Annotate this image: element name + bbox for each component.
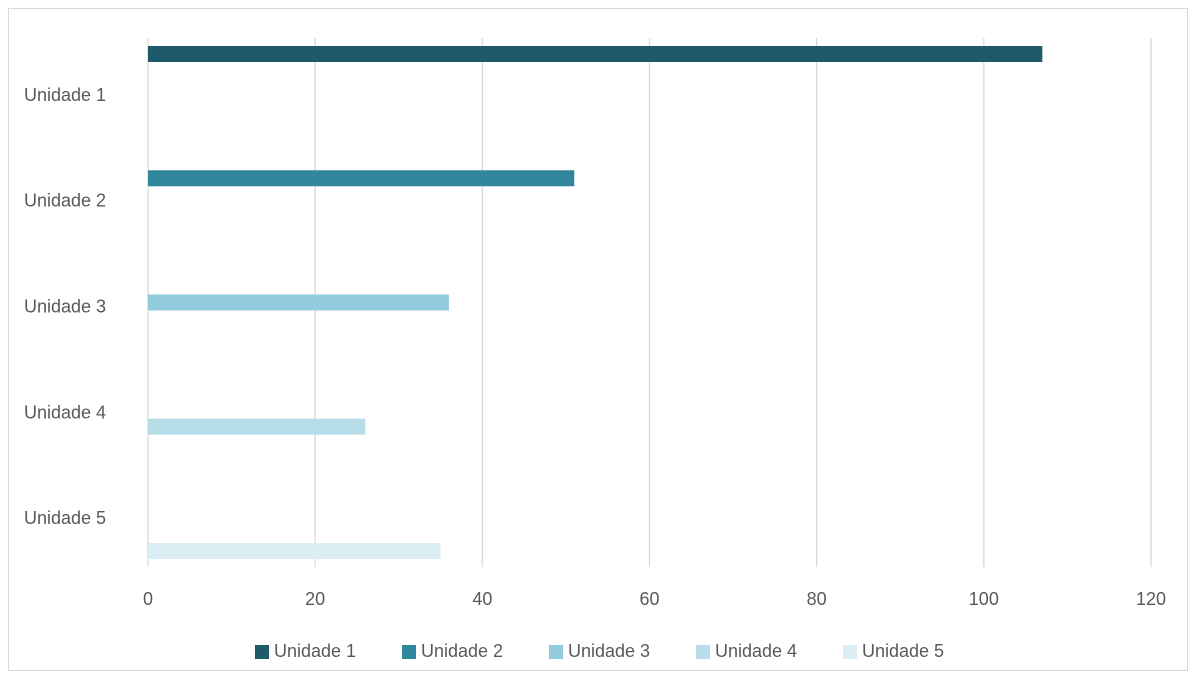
legend-swatch [255,645,269,659]
bar-unidade-5[interactable] [148,543,441,559]
legend-label: Unidade 2 [421,641,503,661]
bars [148,46,1043,559]
legend-label: Unidade 3 [568,641,650,661]
x-tick-label: 60 [639,589,659,609]
legend-swatch [549,645,563,659]
legend-swatch [696,645,710,659]
category-label: Unidade 3 [24,297,106,317]
category-label: Unidade 4 [24,402,106,422]
bar-unidade-1[interactable] [148,46,1043,62]
x-tick-label: 80 [807,589,827,609]
x-tick-label: 0 [143,589,153,609]
legend-swatch [843,645,857,659]
x-tick-label: 100 [969,589,999,609]
legend-label: Unidade 5 [862,641,944,661]
gridlines [147,38,1152,567]
x-tick-label: 120 [1136,589,1166,609]
bar-unidade-2[interactable] [148,170,575,187]
category-label: Unidade 1 [24,85,106,105]
legend-label: Unidade 1 [274,641,356,661]
category-labels: Unidade 1 Unidade 2 Unidade 3 Unidade 4 Unid… [24,85,106,528]
legend-label: Unidade 4 [715,641,797,661]
bar-unidade-4[interactable] [148,418,366,435]
legend-swatch [402,645,416,659]
category-label: Unidade 2 [24,191,106,211]
bar-unidade-3[interactable] [148,294,449,311]
x-tick-label: 20 [305,589,325,609]
category-label: Unidade 5 [24,508,106,528]
x-tick-label: 40 [472,589,492,609]
legend: Unidade 1 Unidade 2 Unidade 3 Unidade 4 Unid… [255,641,944,661]
x-axis-ticks: 0 20 40 60 80 100 120 [143,589,1166,609]
chart-frame [8,8,1188,671]
